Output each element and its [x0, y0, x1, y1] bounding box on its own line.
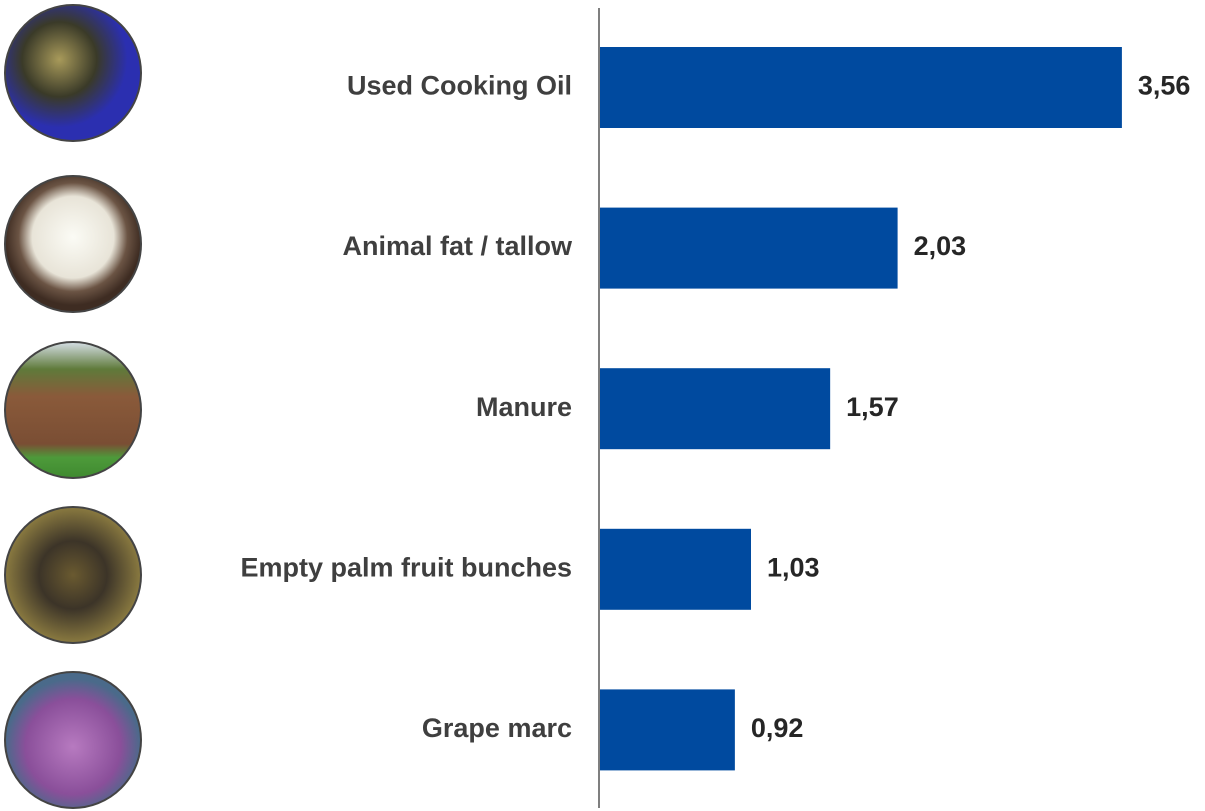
category-label: Used Cooking Oil [347, 71, 572, 101]
icon-fat [4, 175, 142, 313]
bar [600, 207, 898, 289]
category-label: Empty palm fruit bunches [240, 552, 572, 582]
category-label: Animal fat / tallow [342, 231, 573, 261]
category-icons [4, 4, 142, 809]
value-label: 0,92 [751, 713, 804, 743]
bar [600, 47, 1122, 128]
icon-oil [4, 4, 142, 142]
bar [600, 689, 735, 771]
category-label: Grape marc [422, 713, 572, 743]
value-label: 2,03 [914, 231, 967, 261]
icon-manure [4, 341, 142, 479]
icon-grape [4, 671, 142, 809]
value-label: 1,57 [846, 392, 899, 422]
value-label: 3,56 [1138, 71, 1191, 101]
bar [600, 528, 751, 610]
value-label: 1,03 [767, 552, 820, 582]
bar [600, 368, 831, 450]
category-label: Manure [476, 392, 572, 422]
icon-palm [4, 506, 142, 644]
